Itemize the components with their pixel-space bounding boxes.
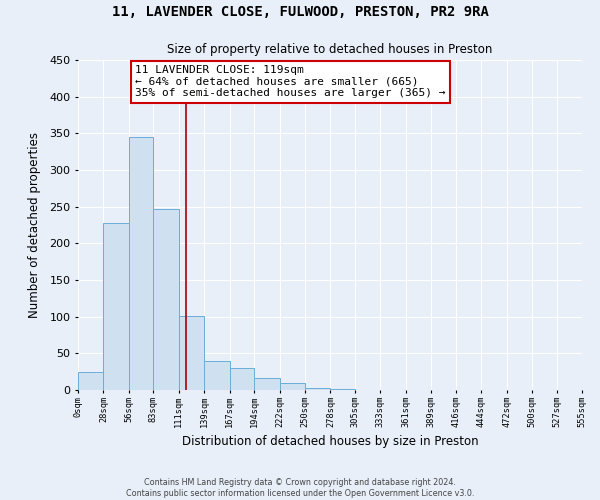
Bar <box>154 209 179 390</box>
Bar <box>78 372 103 390</box>
Bar <box>179 316 204 390</box>
Text: 11 LAVENDER CLOSE: 119sqm
← 64% of detached houses are smaller (665)
35% of semi: 11 LAVENDER CLOSE: 119sqm ← 64% of detac… <box>135 65 446 98</box>
Bar <box>254 378 280 390</box>
Bar <box>103 223 129 390</box>
Title: Size of property relative to detached houses in Preston: Size of property relative to detached ho… <box>167 43 493 56</box>
Bar <box>230 368 254 390</box>
Bar <box>129 137 154 390</box>
Bar <box>305 388 331 390</box>
X-axis label: Distribution of detached houses by size in Preston: Distribution of detached houses by size … <box>182 436 478 448</box>
Y-axis label: Number of detached properties: Number of detached properties <box>28 132 41 318</box>
Text: 11, LAVENDER CLOSE, FULWOOD, PRESTON, PR2 9RA: 11, LAVENDER CLOSE, FULWOOD, PRESTON, PR… <box>112 5 488 19</box>
Bar <box>280 382 305 390</box>
Text: Contains HM Land Registry data © Crown copyright and database right 2024.
Contai: Contains HM Land Registry data © Crown c… <box>126 478 474 498</box>
Bar <box>204 360 230 390</box>
